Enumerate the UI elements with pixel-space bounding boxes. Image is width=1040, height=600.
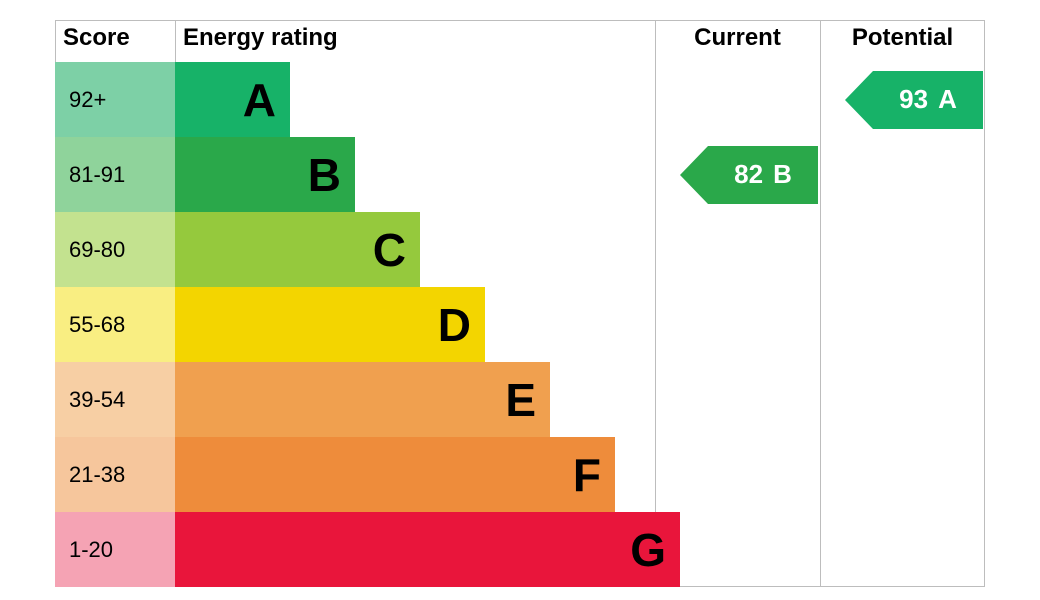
rating-letter-a: A: [243, 73, 276, 127]
rating-bar-c: C: [175, 212, 420, 287]
rating-letter-b: B: [308, 148, 341, 202]
rating-letter-f: F: [573, 448, 601, 502]
current-tag-body: 82 B: [708, 146, 818, 204]
header-current: Current: [655, 24, 820, 52]
rating-letter-g: G: [630, 523, 666, 577]
header-potential: Potential: [820, 24, 985, 52]
rating-bar-g: G: [175, 512, 680, 587]
current-tag-letter: B: [773, 159, 792, 190]
header-score: Score: [55, 24, 175, 52]
header-rating: Energy rating: [175, 24, 655, 52]
rating-letter-c: C: [373, 223, 406, 277]
potential-tag-body: 93 A: [873, 71, 983, 129]
score-cell-a: 92+: [55, 62, 175, 137]
score-cell-f: 21-38: [55, 437, 175, 512]
score-cell-e: 39-54: [55, 362, 175, 437]
rating-bar-f: F: [175, 437, 615, 512]
potential-tag-arrow-icon: [845, 71, 873, 129]
band-row-f: 21-38 F: [55, 437, 985, 512]
rating-letter-d: D: [438, 298, 471, 352]
potential-tag-value: 93: [899, 84, 928, 115]
band-row-g: 1-20 G: [55, 512, 985, 587]
score-cell-d: 55-68: [55, 287, 175, 362]
score-cell-c: 69-80: [55, 212, 175, 287]
rating-bar-b: B: [175, 137, 355, 212]
band-row-c: 69-80 C: [55, 212, 985, 287]
band-row-e: 39-54 E: [55, 362, 985, 437]
band-row-d: 55-68 D: [55, 287, 985, 362]
rating-bar-a: A: [175, 62, 290, 137]
rating-letter-e: E: [505, 373, 536, 427]
energy-rating-chart: ScoreEnergy ratingCurrentPotential92+A81…: [55, 20, 985, 587]
potential-tag-letter: A: [938, 84, 957, 115]
current-tag-value: 82: [734, 159, 763, 190]
score-cell-b: 81-91: [55, 137, 175, 212]
potential-tag: 93 A: [845, 71, 983, 129]
header-row: ScoreEnergy ratingCurrentPotential: [55, 20, 985, 62]
current-tag: 82 B: [680, 146, 818, 204]
current-tag-arrow-icon: [680, 146, 708, 204]
band-row-b: 81-91 B: [55, 137, 985, 212]
score-cell-g: 1-20: [55, 512, 175, 587]
rating-bar-e: E: [175, 362, 550, 437]
rating-bar-d: D: [175, 287, 485, 362]
